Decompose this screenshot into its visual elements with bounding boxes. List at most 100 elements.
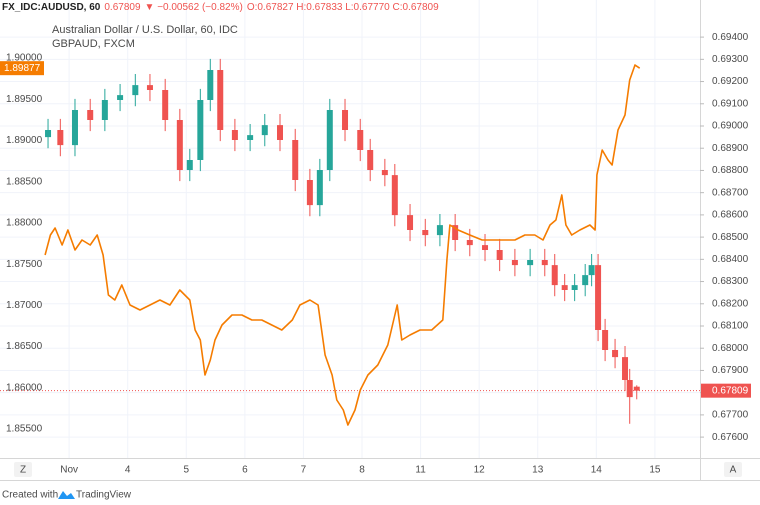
candle-body [595,265,602,330]
y-tick-label: 0.68900 [712,143,749,154]
candle-body [602,330,609,350]
y2-tick-label: 1.88000 [6,218,43,229]
candle-body [117,95,124,100]
x-tick-label: 7 [301,465,307,476]
grid [0,0,700,458]
x-tick-label: 12 [474,465,486,476]
candle-body [466,240,473,246]
y-tick-label: 0.68500 [712,232,749,243]
x-tick-label: Nov [60,465,78,476]
y-tick-label: 0.68800 [712,165,749,176]
candle-body [101,100,108,120]
y2-tick-label: 1.87000 [6,300,43,311]
ohlc: O:0.67827 H:0.67833 L:0.67770 C:0.67809 [247,2,439,13]
y-tick-label: 0.67700 [712,410,749,421]
candle-body [496,250,503,260]
candle-body [582,275,589,286]
candle-body [367,150,374,170]
scale-button[interactable] [724,462,742,477]
y-tick-label: 0.69100 [712,98,749,109]
labels: Nov4567811121314150.676000.677000.678000… [0,32,751,476]
y2-tick-label: 1.85500 [6,424,43,435]
candle-body [71,110,78,146]
scale-button-label[interactable]: Z [20,465,26,476]
candle-body [277,125,283,140]
candle-body [261,125,268,136]
x-tick-label: 11 [415,465,426,476]
candle-body [292,140,299,180]
scale-button[interactable] [14,462,32,477]
last-price: 0.67809 [104,2,141,13]
y-tick-label: 0.68100 [712,321,749,332]
overlay-line [44,64,641,426]
x-tick-label: 15 [649,465,661,476]
y-tick-label: 0.69400 [712,32,749,43]
candle-body [541,260,548,266]
symbol: FX_IDC:AUDUSD, 60 [2,2,101,13]
candle-body [326,110,333,170]
candle-body [45,130,52,138]
y-tick-label: 0.69000 [712,121,749,132]
y-tick-label: 0.67900 [712,365,749,376]
candle-body [452,225,459,240]
scale-button-label[interactable]: A [730,465,737,476]
y-tick-label: 0.69300 [712,54,749,65]
y2-tick-label: 1.88500 [6,176,43,187]
overlay-last-box [0,61,44,76]
chart-title: Australian Dollar / U.S. Dollar, 60, IDC [52,24,238,36]
footer-text: Created with [2,490,58,501]
candle-body [306,180,313,206]
last-price-label: 0.67809 [712,385,749,396]
footer-brand[interactable]: TradingView [76,490,132,501]
y-tick-label: 0.68700 [712,187,749,198]
y-tick-label: 0.68300 [712,276,749,287]
y-tick-label: 0.68200 [712,298,749,309]
candle-body [357,130,364,150]
plot-area [0,58,700,426]
x-tick-label: 8 [359,465,365,476]
candle-body [197,100,204,160]
candle-body [436,225,443,236]
brand-logo [58,491,75,499]
candle-body [511,260,518,266]
candle-body [217,70,224,130]
x-tick-label: 6 [242,465,248,476]
candle-body [176,120,183,170]
candle-body [316,170,323,206]
candle-body [57,130,64,146]
candle-body [588,265,595,276]
candle-body [612,350,619,358]
y2-tick-label: 1.89500 [6,94,43,105]
y2-tick-label: 1.86500 [6,341,43,352]
x-tick-label: 5 [183,465,189,476]
y-tick-label: 0.68600 [712,210,749,221]
candle-body [622,357,629,380]
candle-body [87,110,94,120]
y2-tick-label: 1.87500 [6,259,43,270]
candle-body [633,386,640,391]
candle-body [231,130,238,140]
header: FX_IDC:AUDUSD, 60 0.67809 ▼ −0.00562 (−0.8… [2,2,439,13]
candle-body [482,245,489,250]
overlay-last-label: 1.89877 [4,63,41,74]
candle-body [381,170,388,176]
y-tick-label: 0.69200 [712,76,749,87]
y2-tick-label: 1.89000 [6,135,43,146]
candle-body [146,85,153,90]
y2-tick-label: 1.90000 [6,53,43,64]
x-tick-label: 4 [125,465,131,476]
candle-body [571,285,578,290]
candle-body [162,90,169,120]
y-tick-label: 0.68400 [712,254,749,265]
candle-body [422,230,429,236]
candle-body [407,215,414,230]
candle-body [551,265,558,286]
candle-body [207,70,214,100]
y-tick-label: 0.67600 [712,432,749,443]
candle-body [561,285,568,290]
candle-body [186,160,193,170]
x-tick-label: 14 [591,465,603,476]
y2-tick-label: 1.86000 [6,382,43,393]
